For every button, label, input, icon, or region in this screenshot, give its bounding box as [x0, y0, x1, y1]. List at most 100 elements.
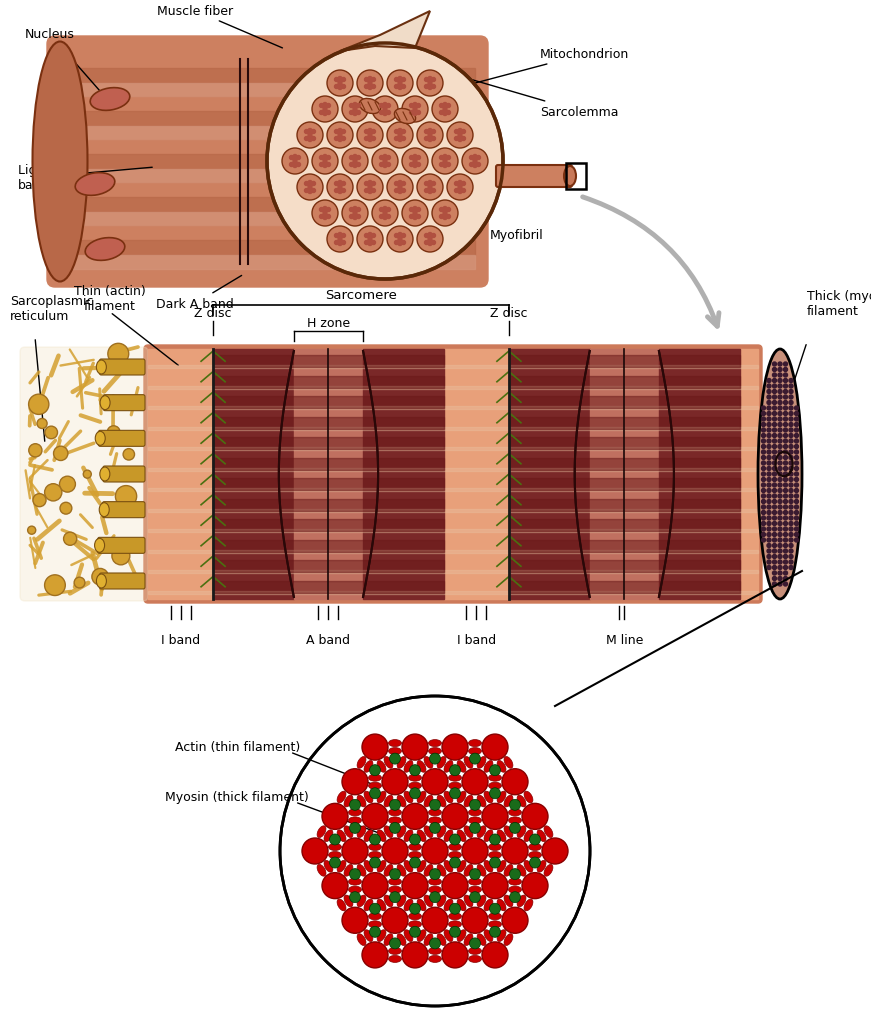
Bar	[509, 438, 739, 450]
Ellipse shape	[469, 748, 482, 755]
Circle shape	[773, 401, 777, 406]
Circle shape	[462, 907, 488, 933]
Circle shape	[784, 379, 787, 383]
Circle shape	[123, 449, 134, 461]
Ellipse shape	[429, 887, 442, 894]
Circle shape	[280, 696, 590, 1006]
Text: M line: M line	[605, 634, 643, 646]
Circle shape	[458, 181, 462, 185]
Ellipse shape	[524, 792, 533, 803]
Circle shape	[395, 130, 399, 135]
Circle shape	[447, 111, 450, 115]
Text: Sarcomere: Sarcomere	[325, 288, 397, 302]
Circle shape	[761, 434, 766, 438]
FancyBboxPatch shape	[20, 347, 148, 601]
Circle shape	[320, 208, 323, 212]
Circle shape	[789, 429, 793, 433]
Circle shape	[767, 505, 771, 510]
Circle shape	[522, 804, 548, 829]
Circle shape	[356, 215, 361, 219]
Bar	[509, 560, 739, 573]
Circle shape	[443, 112, 447, 116]
Circle shape	[761, 457, 766, 460]
Circle shape	[323, 155, 327, 159]
Circle shape	[323, 207, 327, 211]
Circle shape	[778, 549, 782, 553]
Circle shape	[431, 190, 436, 194]
Circle shape	[510, 822, 521, 834]
Circle shape	[778, 473, 782, 477]
Circle shape	[761, 445, 766, 449]
Circle shape	[409, 208, 414, 212]
Ellipse shape	[437, 757, 446, 768]
Bar	[60, 155, 475, 169]
Ellipse shape	[328, 844, 341, 851]
Circle shape	[369, 788, 381, 799]
Circle shape	[443, 160, 447, 164]
Circle shape	[773, 450, 777, 454]
Circle shape	[473, 164, 477, 168]
Circle shape	[510, 892, 521, 903]
Circle shape	[778, 572, 782, 576]
Circle shape	[462, 149, 488, 175]
Circle shape	[383, 212, 387, 216]
Circle shape	[431, 234, 436, 238]
Circle shape	[60, 502, 71, 515]
Circle shape	[28, 527, 36, 535]
Circle shape	[469, 163, 474, 167]
Circle shape	[395, 86, 399, 90]
Circle shape	[327, 215, 330, 219]
Circle shape	[794, 494, 799, 498]
Ellipse shape	[457, 861, 466, 872]
Circle shape	[84, 471, 91, 479]
Circle shape	[767, 450, 771, 454]
Circle shape	[428, 129, 432, 133]
Bar	[148, 407, 758, 410]
Circle shape	[372, 86, 375, 90]
Circle shape	[784, 549, 787, 553]
Bar	[509, 459, 739, 471]
Circle shape	[428, 77, 432, 82]
Bar	[213, 499, 444, 512]
Circle shape	[402, 149, 428, 175]
Ellipse shape	[408, 783, 422, 790]
Circle shape	[338, 185, 342, 190]
Circle shape	[784, 407, 787, 411]
Circle shape	[789, 500, 793, 504]
Bar	[213, 396, 444, 409]
Circle shape	[794, 407, 799, 411]
Ellipse shape	[397, 895, 406, 907]
Ellipse shape	[388, 740, 402, 747]
Circle shape	[773, 390, 777, 394]
Circle shape	[322, 804, 348, 829]
Circle shape	[778, 439, 782, 443]
Circle shape	[789, 555, 793, 559]
Circle shape	[449, 788, 461, 799]
Circle shape	[767, 538, 771, 542]
Circle shape	[784, 467, 787, 471]
Circle shape	[342, 149, 368, 175]
Circle shape	[323, 112, 327, 116]
Circle shape	[323, 216, 327, 220]
Bar	[60, 141, 475, 155]
Circle shape	[773, 363, 777, 367]
Circle shape	[349, 156, 354, 160]
Circle shape	[443, 155, 447, 159]
Ellipse shape	[337, 899, 346, 911]
Ellipse shape	[469, 809, 482, 816]
Circle shape	[784, 555, 787, 559]
Circle shape	[45, 427, 57, 439]
Circle shape	[383, 108, 387, 112]
Circle shape	[443, 212, 447, 216]
Circle shape	[502, 769, 528, 795]
Circle shape	[784, 489, 787, 493]
Circle shape	[368, 191, 372, 195]
Circle shape	[327, 71, 353, 97]
Circle shape	[778, 379, 782, 383]
Circle shape	[761, 484, 766, 487]
Circle shape	[767, 484, 771, 487]
Circle shape	[794, 517, 799, 521]
Circle shape	[37, 419, 47, 429]
Circle shape	[372, 130, 375, 135]
Circle shape	[778, 560, 782, 565]
